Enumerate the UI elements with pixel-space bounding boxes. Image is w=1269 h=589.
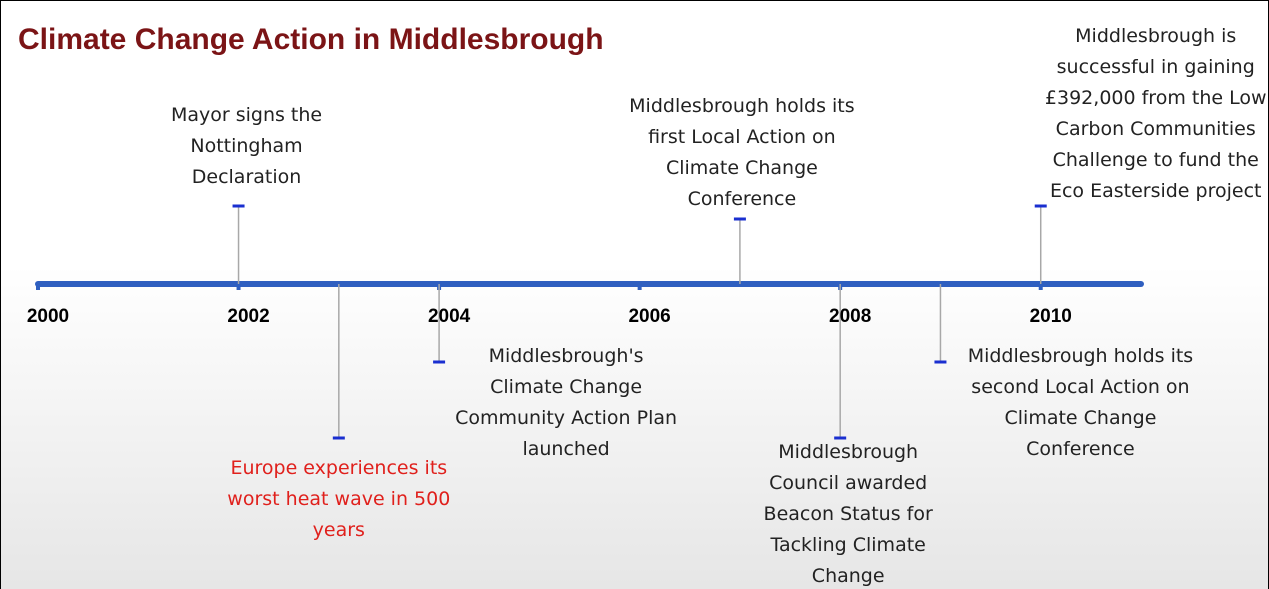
event-label: Middlesbrough is successful in gaining £… (1044, 25, 1267, 202)
event-label: Middlesbrough holds its second Local Act… (967, 345, 1194, 460)
year-label: 2002 (227, 306, 270, 327)
year-label: 2004 (427, 306, 471, 327)
event-label: Middlesbrough Council awarded Beacon Sta… (763, 441, 933, 587)
year-label: 2008 (829, 306, 872, 327)
year-label: 2006 (628, 306, 671, 327)
chart-title: Climate Change Action in Middlesbrough (18, 23, 604, 56)
event-label: Middlesbrough's Climate Change Community… (455, 345, 678, 460)
year-label: 2010 (1029, 306, 1072, 327)
event-label: Middlesbrough holds its first Local Acti… (629, 95, 855, 210)
event-label: Europe experiences its worst heat wave i… (227, 457, 451, 541)
year-label: 2000 (26, 306, 70, 327)
event-label: Mayor signs the Nottingham Declaration (170, 104, 323, 188)
